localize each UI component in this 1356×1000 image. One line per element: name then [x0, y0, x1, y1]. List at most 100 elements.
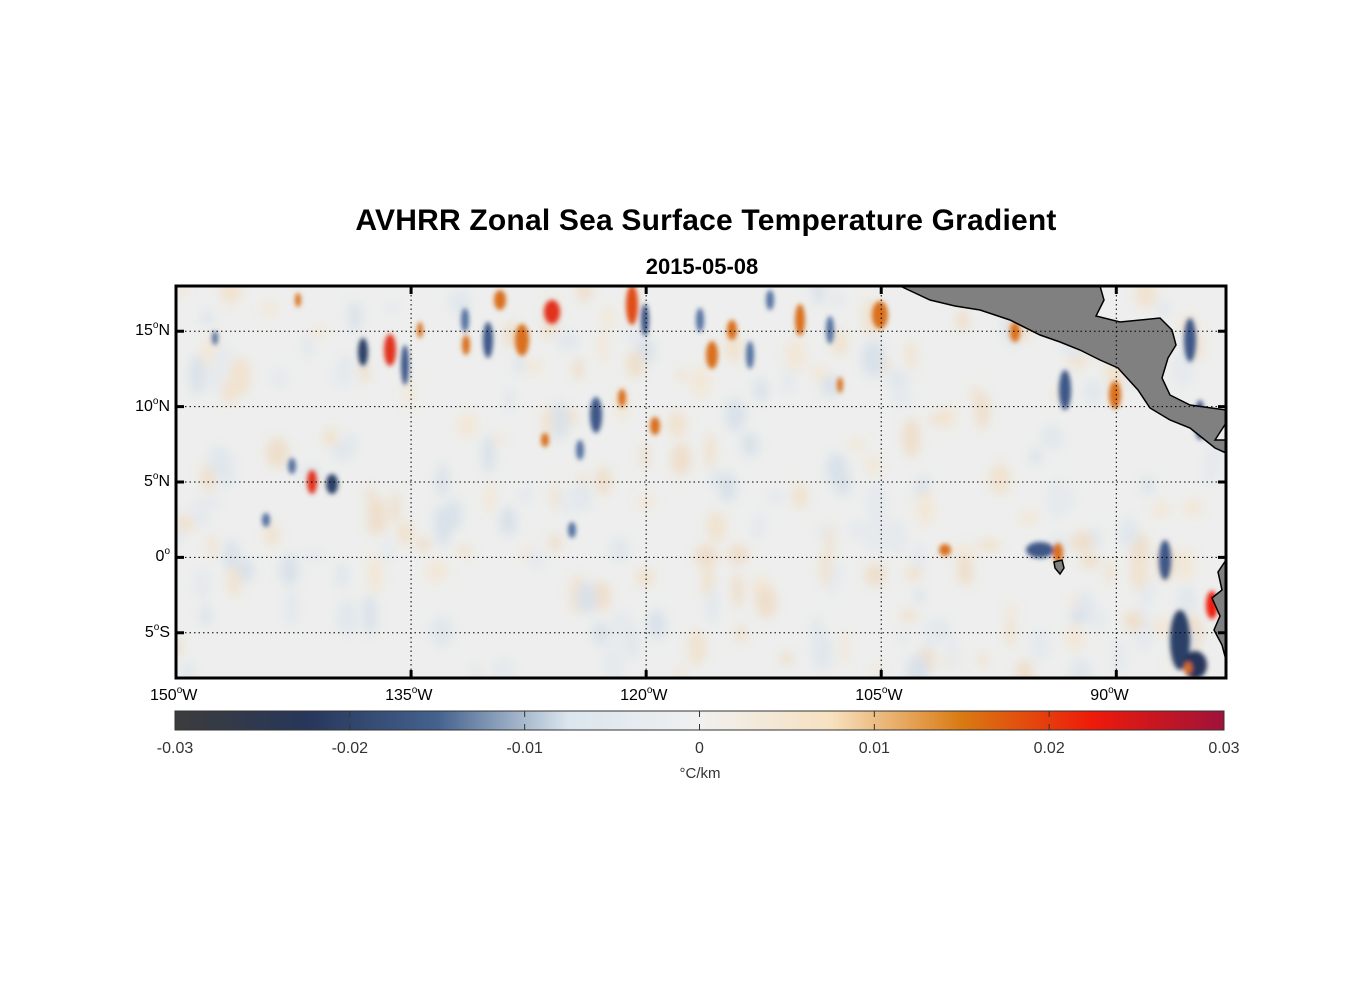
texture-blob — [382, 538, 395, 563]
texture-blob — [647, 609, 666, 640]
warm-anomaly — [1010, 322, 1020, 342]
texture-blob — [1065, 624, 1085, 652]
texture-blob — [365, 487, 376, 501]
texture-blob — [208, 448, 227, 461]
texture-blob — [1007, 601, 1016, 621]
texture-blob — [928, 413, 950, 426]
texture-blob — [755, 587, 778, 618]
texture-blob — [264, 522, 280, 547]
warm-anomaly — [1184, 662, 1192, 674]
texture-blob — [1183, 497, 1203, 518]
texture-blob — [373, 497, 388, 535]
y-tick-label: 5oN — [143, 471, 170, 490]
texture-blob — [286, 589, 297, 627]
texture-blob — [557, 332, 579, 351]
texture-blob — [573, 357, 583, 382]
texture-blob — [719, 472, 737, 503]
texture-blob — [691, 365, 711, 399]
texture-blob — [1142, 476, 1153, 495]
texture-blob — [780, 652, 794, 666]
warm-anomaly — [384, 334, 396, 366]
texture-blob — [430, 616, 453, 648]
texture-blob — [592, 622, 610, 645]
texture-blob — [1152, 501, 1171, 519]
texture-blob — [1083, 380, 1103, 405]
texture-blob — [1152, 617, 1176, 637]
texture-blob — [957, 555, 974, 586]
texture-blob — [1018, 510, 1039, 526]
cold-anomaly — [288, 458, 296, 474]
texture-blob — [754, 379, 768, 402]
galapagos-island — [1053, 559, 1065, 576]
texture-blob — [577, 286, 592, 303]
texture-blob — [890, 519, 908, 558]
texture-blob — [261, 301, 278, 317]
texture-blob — [1070, 531, 1094, 553]
texture-blob — [706, 586, 718, 624]
texture-blob — [491, 657, 516, 678]
colorbar-tick-label: -0.01 — [506, 740, 543, 757]
texture-blob — [864, 563, 887, 587]
cold-anomaly — [590, 397, 602, 433]
texture-blob — [1202, 459, 1215, 487]
texture-blob — [529, 546, 545, 572]
cold-anomaly — [1059, 370, 1071, 410]
texture-blob — [1157, 300, 1170, 318]
warm-anomaly — [544, 300, 560, 324]
texture-blob — [457, 544, 473, 557]
texture-blob — [670, 442, 692, 476]
texture-blob — [182, 660, 194, 678]
texture-blob — [337, 600, 357, 635]
texture-blob — [425, 559, 448, 583]
texture-blob — [1080, 553, 1101, 569]
texture-blob — [302, 549, 325, 563]
cold-anomaly — [358, 338, 368, 366]
texture-blob — [436, 464, 449, 498]
texture-blob — [456, 412, 478, 439]
texture-blob — [825, 523, 835, 563]
texture-blob — [848, 437, 866, 452]
texture-blob — [335, 562, 349, 590]
cold-anomaly — [1170, 610, 1190, 670]
texture-blob — [503, 321, 519, 348]
texture-blob — [898, 629, 909, 647]
texture-blob — [706, 511, 726, 543]
texture-blob — [484, 482, 496, 515]
texture-blob — [494, 432, 506, 446]
colorbar-tick-label: 0 — [695, 740, 704, 757]
texture-blob — [694, 544, 718, 568]
warm-anomaly — [1053, 543, 1063, 563]
texture-blob — [1177, 586, 1196, 614]
cold-anomaly — [826, 316, 834, 344]
texture-blob — [384, 301, 399, 315]
texture-blob — [577, 472, 588, 487]
texture-blob — [549, 533, 562, 552]
cold-anomaly — [461, 308, 469, 332]
texture-blob — [323, 427, 339, 447]
cold-anomaly — [326, 474, 338, 494]
texture-blob — [886, 370, 910, 389]
texture-blob — [514, 356, 524, 374]
texture-blob — [864, 515, 885, 553]
texture-blob — [609, 538, 630, 562]
x-tick-label: 90oW — [1090, 685, 1129, 704]
texture-blob — [265, 437, 289, 469]
texture-blob — [391, 490, 400, 524]
texture-blob — [946, 633, 959, 673]
texture-blob — [542, 406, 554, 437]
texture-blob — [978, 651, 988, 669]
texture-blob — [676, 663, 686, 678]
texture-blob — [735, 624, 746, 644]
y-tick-label: 15oN — [135, 320, 170, 340]
texture-blob — [892, 387, 912, 409]
warm-anomaly — [626, 286, 638, 325]
cold-anomaly — [212, 331, 218, 345]
texture-blob — [881, 358, 891, 372]
texture-blob — [922, 619, 942, 651]
texture-blob — [640, 441, 650, 470]
cold-anomaly — [401, 345, 409, 385]
texture-blob — [224, 539, 239, 574]
texture-blob — [348, 301, 362, 332]
texture-blob — [724, 332, 743, 363]
texture-blob — [915, 588, 924, 604]
